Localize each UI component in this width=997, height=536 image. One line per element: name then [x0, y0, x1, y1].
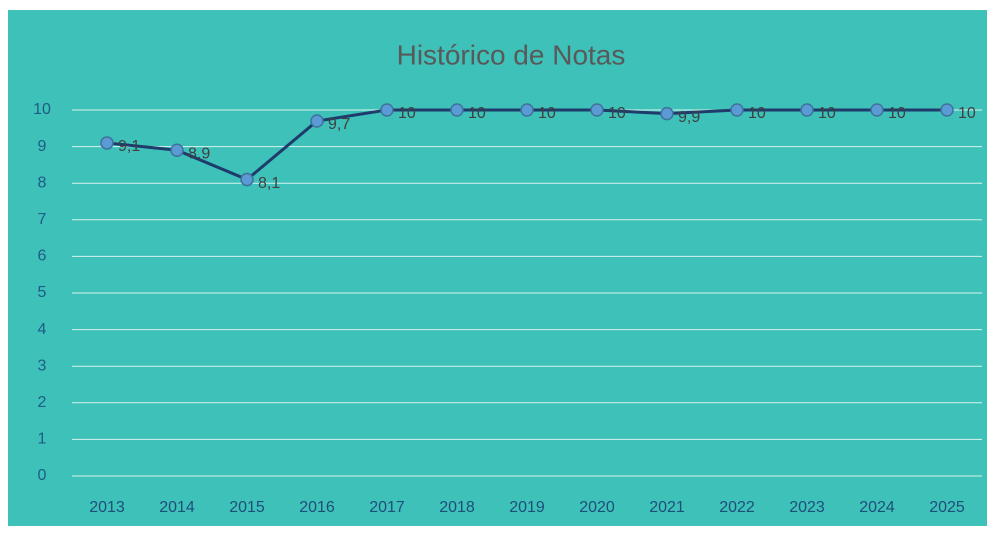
x-tick-label: 2018	[439, 499, 475, 516]
y-tick-label: 4	[38, 321, 47, 338]
data-label: 9,7	[328, 116, 350, 133]
data-point	[100, 136, 114, 150]
data-label: 10	[538, 105, 556, 122]
chart-title: Histórico de Notas	[397, 39, 626, 70]
y-tick-label: 8	[38, 174, 47, 191]
data-point	[800, 103, 814, 117]
data-label: 8,9	[188, 145, 210, 162]
x-tick-label: 2025	[929, 499, 965, 516]
x-tick-label: 2021	[649, 499, 685, 516]
data-label: 9,1	[118, 138, 140, 155]
x-tick-label: 2019	[509, 499, 545, 516]
x-tick-label: 2013	[89, 499, 125, 516]
y-tick-label: 10	[33, 101, 51, 118]
y-tick-label: 6	[38, 248, 47, 265]
data-point	[380, 103, 394, 117]
data-label: 10	[818, 105, 836, 122]
data-point	[170, 143, 184, 158]
data-label: 10	[888, 105, 906, 122]
data-label: 10	[748, 105, 766, 122]
data-point	[310, 114, 324, 128]
y-tick-label: 0	[38, 467, 47, 484]
x-tick-label: 2024	[859, 499, 895, 516]
data-point	[870, 103, 884, 117]
y-tick-label: 7	[38, 211, 47, 228]
data-point	[240, 172, 254, 187]
data-point	[660, 106, 674, 121]
data-label: 8,1	[258, 175, 280, 192]
y-tick-label: 5	[38, 284, 47, 301]
data-point	[590, 103, 604, 117]
y-tick-label: 2	[38, 394, 47, 411]
y-tick-label: 3	[38, 357, 47, 374]
x-tick-label: 2016	[299, 499, 335, 516]
x-tick-label: 2014	[159, 499, 195, 516]
data-label: 9,9	[678, 109, 700, 126]
y-tick-label: 9	[38, 138, 47, 155]
x-tick-label: 2022	[719, 499, 755, 516]
data-point	[520, 103, 534, 117]
data-label: 10	[608, 105, 626, 122]
x-tick-label: 2017	[369, 499, 405, 516]
data-label: 10	[468, 105, 486, 122]
data-point	[450, 103, 464, 117]
x-tick-label: 2020	[579, 499, 615, 516]
data-point	[940, 103, 954, 117]
data-label: 10	[958, 105, 976, 122]
y-tick-label: 1	[38, 431, 47, 448]
data-point	[730, 103, 744, 117]
x-tick-label: 2023	[789, 499, 825, 516]
data-label: 10	[398, 105, 416, 122]
chart-background	[8, 10, 987, 526]
x-tick-label: 2015	[229, 499, 265, 516]
